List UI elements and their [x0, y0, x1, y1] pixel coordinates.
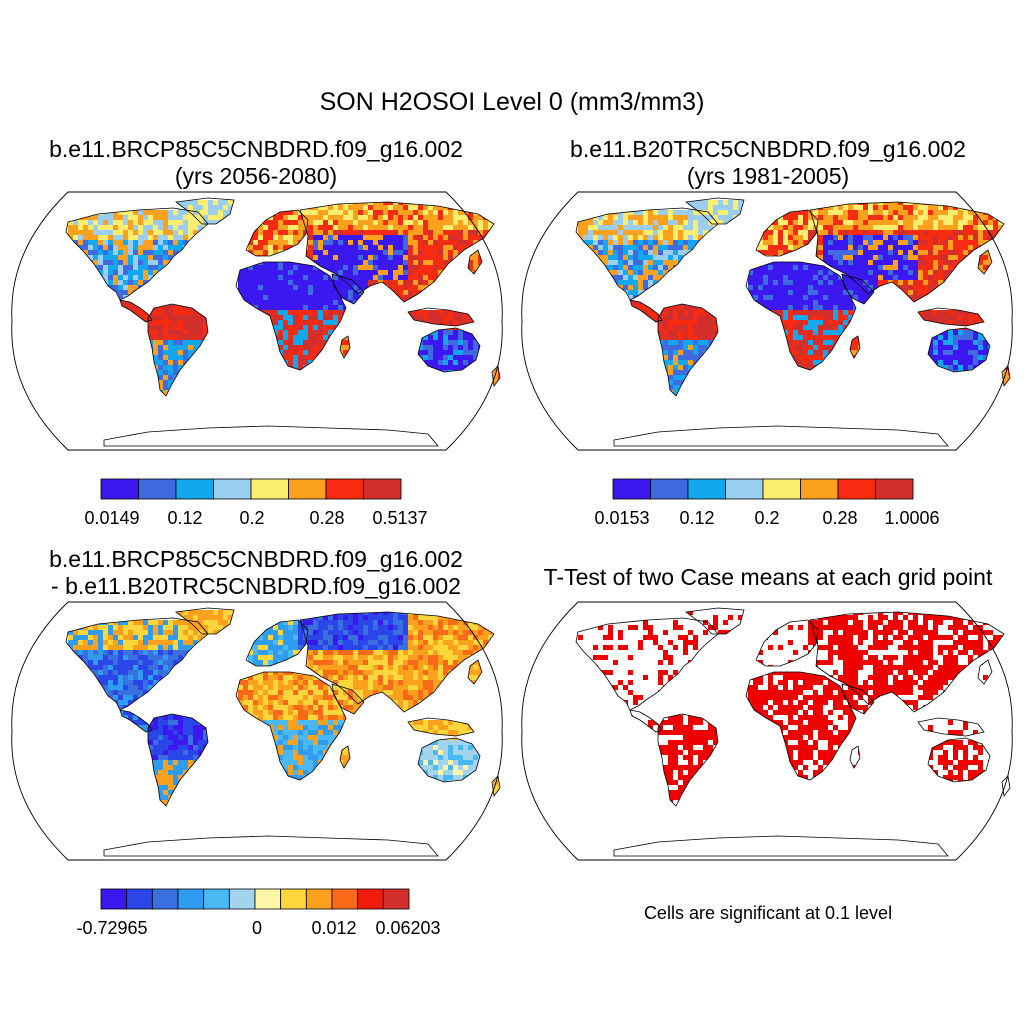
significance-note: Cells are significant at 0.1 level	[643, 903, 893, 923]
colorbar-tick-label: 0.2	[239, 508, 265, 528]
colorbar-swatch	[151, 888, 179, 910]
colorbar-tick-label: 0	[251, 918, 263, 938]
coastline-outlines	[575, 607, 1011, 857]
map-panel-rcp85	[11, 191, 503, 451]
land-fill-cells	[578, 610, 1010, 806]
panel-3-title-line1: b.e11.BRCP85C5CNBDRD.f09_g16.002	[49, 546, 463, 572]
colorbar-swatch	[213, 478, 252, 500]
colorbar-tick-label: 0.5137	[372, 508, 428, 528]
colorbar-swatch	[382, 888, 410, 910]
colorbar-tick-label: 0.0153	[594, 508, 650, 528]
colorbar-swatch	[250, 478, 289, 500]
colorbar-tick-label: 0.06203	[375, 918, 441, 938]
colorbar-swatch	[288, 478, 327, 500]
colorbar-tick-label: 0.012	[311, 918, 357, 938]
panel-4-title: T-Test of two Case means at each grid po…	[543, 564, 993, 590]
colorbar-tick-label: 0.2	[754, 508, 780, 528]
coastline-outlines	[65, 197, 501, 447]
panel-1-title: b.e11.BRCP85C5CNBDRD.f09_g16.002 (yrs 20…	[8, 136, 504, 190]
colorbar-swatch	[175, 478, 214, 500]
panel-1-title-line2: (yrs 2056-2080)	[174, 163, 338, 189]
colorbar-rcp85	[100, 478, 402, 500]
map-frame	[521, 191, 1013, 451]
main-title: SON H2OSOI Level 0 (mm3/mm3)	[319, 88, 705, 116]
colorbar-swatch	[800, 478, 839, 500]
panel-2-title: b.e11.B20TRC5CNBDRD.f09_g16.002 (yrs 198…	[516, 136, 1020, 190]
colorbar-swatch	[762, 478, 801, 500]
colorbar-swatch	[612, 478, 651, 500]
panel-3-title: b.e11.BRCP85C5CNBDRD.f09_g16.002 - b.e11…	[8, 546, 504, 600]
colorbar-swatch	[203, 888, 230, 910]
colorbar-swatch	[100, 888, 128, 910]
coastline-outlines	[575, 197, 1011, 447]
colorbar-swatch	[228, 888, 256, 910]
colorbar-tick-label: 1.0006	[884, 508, 940, 528]
map-frame	[521, 601, 1013, 861]
colorbar-tick-label: 0.12	[167, 508, 203, 528]
colorbar-swatch	[725, 478, 764, 500]
colorbar-swatch	[254, 888, 282, 910]
colorbar-swatch	[325, 478, 364, 500]
colorbar-swatch	[177, 888, 205, 910]
colorbar-swatch	[331, 888, 359, 910]
map-panel-difference	[11, 601, 503, 861]
colorbar-swatch	[837, 478, 876, 500]
colorbar-difference	[100, 888, 410, 910]
colorbar-swatch	[687, 478, 726, 500]
coastline-outlines	[65, 607, 501, 857]
panel-2-title-line1: b.e11.B20TRC5CNBDRD.f09_g16.002	[570, 136, 966, 162]
colorbar-swatch	[126, 888, 153, 910]
panel-2-title-line2: (yrs 1981-2005)	[686, 163, 850, 189]
colorbar-swatch	[875, 478, 914, 500]
colorbar-tick-label: 0.12	[679, 508, 715, 528]
colorbar-tick-label: -0.72965	[76, 918, 148, 938]
colorbar-historical	[612, 478, 914, 500]
colorbar-tick-label: 0.0149	[84, 508, 140, 528]
map-panel-historical	[521, 191, 1013, 451]
colorbar-tick-label: 0.28	[309, 508, 345, 528]
map-frame	[11, 191, 503, 451]
colorbar-swatch	[280, 888, 307, 910]
colorbar-swatch	[363, 478, 402, 500]
panel-1-title-line1: b.e11.BRCP85C5CNBDRD.f09_g16.002	[49, 136, 463, 162]
colorbar-swatch	[100, 478, 139, 500]
colorbar-swatch	[357, 888, 384, 910]
colorbar-tick-label: 0.28	[822, 508, 858, 528]
colorbar-swatch	[138, 478, 177, 500]
colorbar-swatch	[305, 888, 333, 910]
colorbar-swatch	[650, 478, 689, 500]
map-panel-ttest	[521, 601, 1013, 861]
panel-3-title-line2: - b.e11.B20TRC5CNBDRD.f09_g16.002	[51, 573, 461, 599]
map-frame	[11, 601, 503, 861]
